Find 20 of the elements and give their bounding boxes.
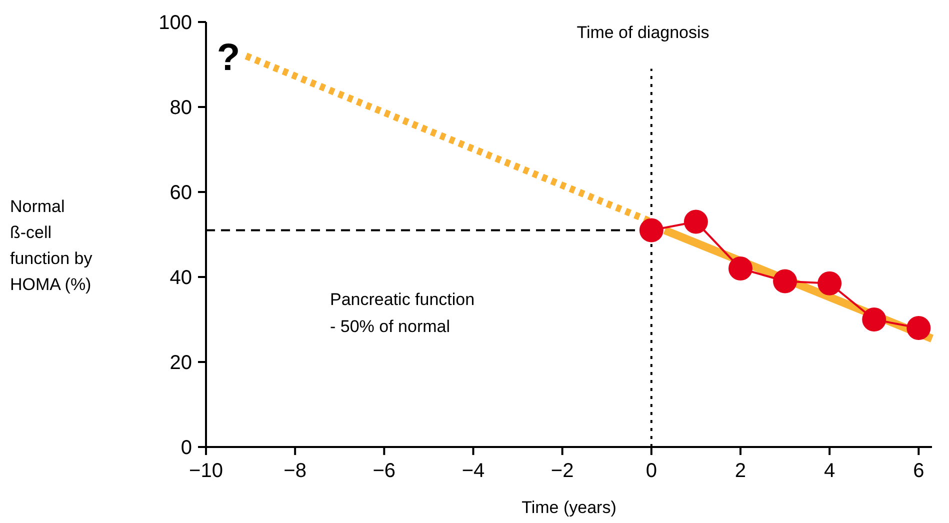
y-tick-label: 80 xyxy=(170,97,192,119)
x-tick-label: 4 xyxy=(824,460,836,482)
x-tick-label: 0 xyxy=(646,460,657,482)
y-tick-label: 60 xyxy=(170,182,192,204)
y-tick-label: 0 xyxy=(180,437,192,459)
x-tick-label: −8 xyxy=(284,460,306,482)
annotation: ? xyxy=(216,37,240,79)
x-axis-title: Time (years) xyxy=(522,498,616,517)
x-tick-label: 6 xyxy=(913,460,924,482)
annotation: Time of diagnosis xyxy=(576,23,710,42)
y-tick-label: 100 xyxy=(158,12,192,34)
annotation: Pancreatic function - 50% of normal xyxy=(330,290,475,336)
x-tick-label: −10 xyxy=(189,460,223,482)
y-tick-label: 20 xyxy=(170,352,192,374)
x-tick-label: −6 xyxy=(372,460,396,482)
y-tick-label: 40 xyxy=(170,267,192,289)
x-tick-label: 2 xyxy=(734,460,746,482)
x-tick-label: −4 xyxy=(462,460,485,482)
x-tick-label: −2 xyxy=(550,460,574,482)
y-axis-title: Normal ß-cell function by HOMA (%) xyxy=(10,197,93,294)
